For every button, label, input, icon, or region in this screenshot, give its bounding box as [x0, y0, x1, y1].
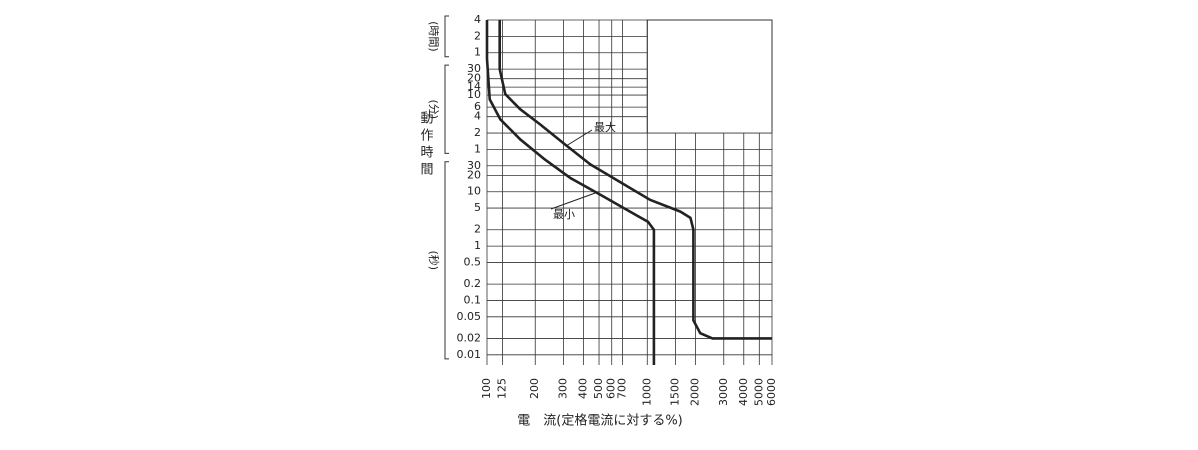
y-tick-label: 2: [474, 126, 481, 139]
y-tick-label: 0.02: [457, 331, 482, 344]
x-axis-title: 電 流(定格電流に対する%): [517, 413, 683, 429]
series-label: 最小: [553, 208, 575, 221]
x-tick-label: 125: [496, 378, 509, 399]
y-tick-label: 0.5: [464, 255, 482, 268]
y-tick-label: 1: [474, 142, 481, 155]
y-tick-label: 10: [467, 185, 481, 198]
section-bracket: [444, 15, 449, 58]
y-tick-label: 30: [467, 62, 481, 75]
y-tick-label: 5: [474, 201, 481, 214]
y-tick-label: 4: [474, 110, 481, 123]
y-tick-label: 6: [474, 100, 481, 113]
x-tick-label: 700: [615, 378, 628, 399]
section-label: (時間): [427, 21, 440, 52]
section-bracket: [444, 64, 449, 154]
x-tick-label: 1500: [669, 378, 682, 406]
y-tick-label: 4: [474, 13, 481, 26]
section-label: (分): [427, 99, 440, 119]
y-tick-label: 30: [467, 159, 481, 172]
y-tick-label: 0.1: [464, 293, 482, 306]
y-tick-label: 1: [474, 239, 481, 252]
x-tick-label: 600: [605, 378, 618, 399]
x-tick-label: 1000: [640, 378, 653, 406]
x-tick-label: 6000: [765, 378, 778, 406]
y-tick-label: 1: [474, 46, 481, 59]
leader-line: [550, 191, 599, 210]
y-tick-label: 10: [467, 88, 481, 101]
x-tick-label: 300: [556, 378, 569, 399]
series-line: [485, 20, 656, 365]
y-tick-label: 2: [474, 29, 481, 42]
y-tick-label: 0.05: [457, 310, 482, 323]
y-tick-label: 20: [467, 72, 481, 85]
x-tick-label: 4000: [737, 378, 750, 406]
x-tick-label: 5000: [752, 378, 765, 406]
x-tick-label: 500: [592, 378, 605, 399]
y-tick-label: 2: [474, 223, 481, 236]
y-tick-label: 20: [467, 168, 481, 181]
x-tick-label: 100: [480, 378, 493, 399]
series-label: 最大: [594, 120, 616, 134]
leader-line: [565, 129, 593, 147]
x-tick-label: 3000: [717, 378, 730, 406]
x-tick-label: 400: [576, 378, 589, 399]
x-tick-label: 200: [528, 378, 541, 399]
section-label: (秒): [427, 251, 441, 271]
y-tick-label: 0.2: [464, 277, 482, 290]
frame: [646, 19, 773, 134]
section-bracket: [444, 161, 449, 360]
y-tick-label: 0.01: [457, 348, 482, 361]
x-tick-label: 2000: [689, 378, 702, 406]
series-line: [498, 20, 772, 340]
y-tick-label: 14: [467, 80, 481, 93]
y-axis-title: 動作時間: [418, 111, 434, 179]
